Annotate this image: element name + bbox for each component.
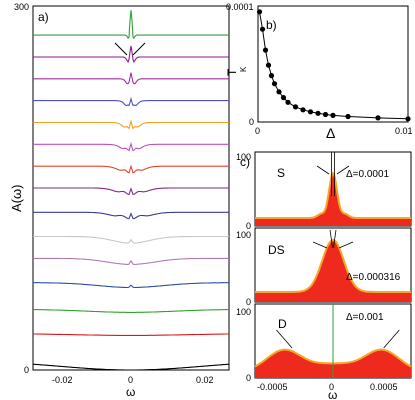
panel-a-ytick-top: 300 bbox=[14, 2, 29, 12]
panel-b-label: b) bbox=[266, 18, 277, 32]
panel-b-point-14 bbox=[322, 111, 329, 118]
panel-a-series-line-10 bbox=[33, 141, 229, 152]
panel-a-series-line-13 bbox=[33, 72, 229, 85]
panel-b-xlabel: Δ bbox=[326, 125, 335, 141]
panel-a-xtick-right: 0.02 bbox=[196, 375, 214, 385]
panel-c-s-name: S bbox=[277, 166, 285, 180]
panel-b-point-8 bbox=[280, 95, 287, 101]
panel-c-s-arrow-left bbox=[316, 165, 330, 175]
panel-b-point-3 bbox=[262, 47, 269, 53]
panel-b-point-11 bbox=[300, 107, 306, 113]
panel-a-arrow-right bbox=[132, 42, 146, 56]
panel-b-point-13 bbox=[315, 110, 321, 116]
panel-a-series-line-14 bbox=[33, 45, 229, 64]
panel-b-point-7 bbox=[276, 89, 282, 95]
panel-c-ds-spike-left bbox=[329, 229, 333, 248]
panel-a-label: a) bbox=[38, 10, 49, 24]
panel-a-curves bbox=[32, 10, 230, 371]
panel-c-ds-plot bbox=[255, 229, 411, 302]
panel-c-s-ytick-bottom: 0 bbox=[246, 221, 251, 231]
panel-b: b) 0.0001 0 T K 0 0.01 Δ bbox=[225, 2, 413, 141]
panel-c-ds-arrow-right bbox=[338, 241, 354, 249]
panel-c-d-delta: Δ=0.001 bbox=[346, 312, 384, 323]
panel-a-series-line-5 bbox=[33, 257, 229, 265]
panel-b-frame bbox=[257, 5, 409, 123]
panel-b-ytick-bottom: 0 bbox=[249, 117, 254, 127]
panel-b-point-10 bbox=[292, 104, 299, 110]
panel-c-s-delta: Δ=0.0001 bbox=[346, 169, 390, 180]
panel-a-series-line-15 bbox=[33, 10, 229, 40]
panel-c-edge-1 bbox=[255, 171, 411, 219]
panel-b-point-16 bbox=[345, 113, 351, 120]
panel-c-fill-2 bbox=[255, 240, 411, 302]
panel-c-d-plot bbox=[254, 304, 412, 378]
panel-c-xtick-left: -0.0005 bbox=[257, 382, 288, 392]
panel-c-ds-ytick-bottom: 0 bbox=[246, 297, 251, 307]
panel-b-point-6 bbox=[271, 81, 278, 87]
panel-b-point-4 bbox=[265, 62, 272, 68]
panel-a-ytick-bottom: 0 bbox=[24, 365, 29, 375]
panel-a-xtick-left: -0.02 bbox=[52, 375, 73, 385]
panel-c-ds-delta: Δ=0.000316 bbox=[346, 272, 401, 283]
panel-b-xtick-left: 0 bbox=[255, 126, 260, 136]
panel-b-xtick-right: 0.01 bbox=[395, 126, 413, 136]
panel-a-xtick-center: 0 bbox=[128, 375, 133, 385]
panel-c: c) S Δ=0.0001 100 0 DS Δ=0.000316 100 0 … bbox=[236, 151, 412, 400]
panel-c-d-ytick-bottom: 0 bbox=[246, 373, 251, 383]
panel-a-series-line-12 bbox=[33, 96, 229, 107]
panel-a-series-line-2 bbox=[33, 333, 229, 336]
panel-c-d-name: D bbox=[278, 317, 287, 331]
panel-c-d-arrow-left bbox=[276, 329, 293, 349]
panel-a-series-line-4 bbox=[33, 282, 229, 289]
panel-a-series-line-3 bbox=[33, 309, 229, 313]
panel-b-ytick-top: 0.0001 bbox=[226, 2, 254, 12]
panel-b-point-12 bbox=[307, 109, 314, 115]
panel-c-xtick-right: 0.0005 bbox=[370, 382, 398, 392]
panel-a-series-line-6 bbox=[33, 235, 229, 244]
panel-b-point-5 bbox=[268, 73, 275, 79]
panel-a-series-line-11 bbox=[33, 119, 229, 130]
panel-c-fill-1 bbox=[255, 173, 411, 226]
panel-b-point-1 bbox=[256, 9, 263, 15]
panel-a-series-line-7 bbox=[33, 211, 229, 220]
panel-b-point-18 bbox=[405, 116, 411, 122]
panel-c-xlabel: ω bbox=[328, 388, 337, 400]
panel-c-label: c) bbox=[240, 155, 250, 169]
panel-c-s-arrow-right bbox=[336, 165, 350, 175]
panel-c-xtick-center: 0 bbox=[329, 382, 334, 392]
panel-c-ds-arrow-left bbox=[312, 241, 328, 249]
panel-b-ylabel-sub: K bbox=[239, 66, 248, 72]
panel-a-arrow-left bbox=[114, 42, 128, 56]
panel-b-point-15 bbox=[330, 112, 336, 118]
panel-c-edge-2 bbox=[255, 238, 411, 293]
panel-b-line bbox=[259, 11, 409, 120]
panel-c-s-plot bbox=[255, 152, 411, 226]
panel-c-ds-name: DS bbox=[268, 243, 285, 257]
panel-c-ds-ytick-top: 100 bbox=[236, 230, 251, 240]
panel-a-xlabel: ω bbox=[126, 385, 135, 399]
panel-c-d-ytick-top: 100 bbox=[236, 307, 251, 317]
panel-b-point-9 bbox=[285, 99, 291, 105]
panel-a-ylabel: A(ω) bbox=[9, 185, 24, 212]
panel-a-series-line-8 bbox=[33, 187, 229, 196]
panel-c-ds-spike-right bbox=[333, 229, 337, 248]
panel-a-series-line-9 bbox=[33, 164, 229, 174]
panel-a-series-line-1 bbox=[32, 363, 230, 371]
panel-c-s-ytick-top: 100 bbox=[236, 152, 251, 162]
panel-b-plot bbox=[256, 9, 411, 122]
panel-a: a) 300 0 A(ω) -0.02 0 0.02 ω bbox=[9, 2, 230, 399]
panel-b-point-2 bbox=[259, 26, 266, 32]
panel-b-ylabel: T bbox=[225, 68, 239, 76]
panel-c-d-arrow-right bbox=[383, 329, 400, 349]
panel-b-point-17 bbox=[375, 115, 381, 121]
